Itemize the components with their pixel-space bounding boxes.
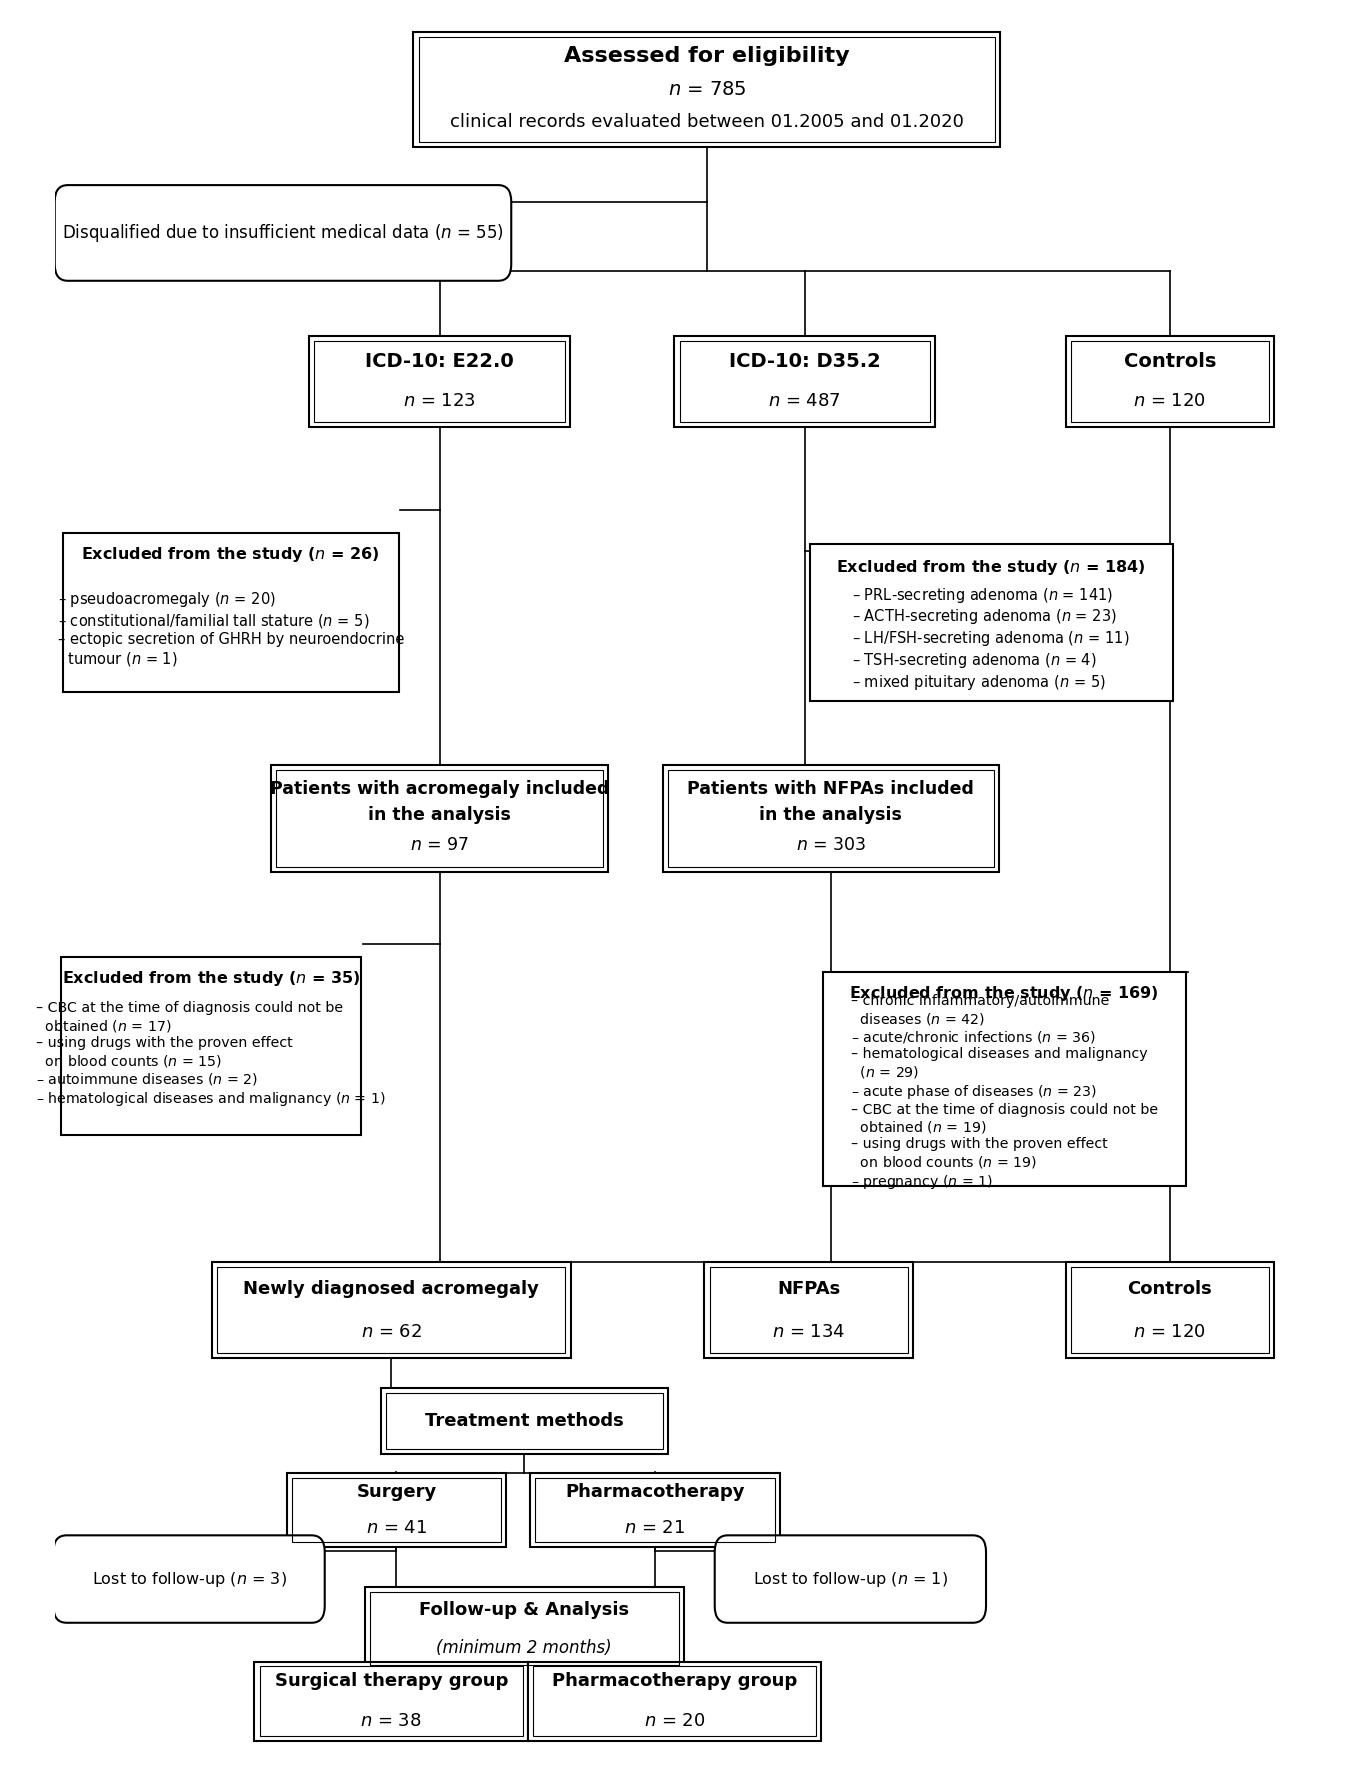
Text: – chronic inflammatory/autoimmune
  diseases ($n$ = 42)
– acute/chronic infectio: – chronic inflammatory/autoimmune diseas… (851, 994, 1158, 1190)
Text: NFPAs: NFPAs (777, 1279, 840, 1297)
Text: $n$ = 97: $n$ = 97 (410, 836, 469, 854)
Text: Excluded from the study ($n$ = 169): Excluded from the study ($n$ = 169) (850, 984, 1160, 1003)
FancyBboxPatch shape (414, 32, 1000, 148)
FancyBboxPatch shape (527, 1662, 821, 1740)
FancyBboxPatch shape (212, 1263, 571, 1357)
Text: Patients with acromegaly included: Patients with acromegaly included (270, 779, 609, 797)
Text: $n$ = 62: $n$ = 62 (361, 1322, 422, 1341)
FancyBboxPatch shape (810, 544, 1172, 701)
Text: $n$ = 303: $n$ = 303 (795, 836, 866, 854)
Text: Pharmacotherapy group: Pharmacotherapy group (552, 1672, 796, 1690)
FancyBboxPatch shape (309, 336, 570, 427)
Text: (minimum 2 months): (minimum 2 months) (437, 1638, 612, 1658)
Text: Excluded from the study ($n$ = 26): Excluded from the study ($n$ = 26) (82, 544, 380, 564)
Text: Lost to follow-up ($n$ = 1): Lost to follow-up ($n$ = 1) (753, 1569, 948, 1589)
Text: – CBC at the time of diagnosis could not be
  obtained ($n$ = 17)
– using drugs : – CBC at the time of diagnosis could not… (37, 1002, 387, 1108)
FancyBboxPatch shape (287, 1473, 505, 1548)
Text: $n$ = 41: $n$ = 41 (366, 1519, 428, 1537)
Text: Treatment methods: Treatment methods (425, 1413, 624, 1430)
Text: $n$ = 120: $n$ = 120 (1134, 391, 1206, 411)
Text: $n$ = 123: $n$ = 123 (403, 391, 475, 411)
Text: Disqualified due to insufficient medical data ($n$ = 55): Disqualified due to insufficient medical… (61, 222, 504, 244)
Text: $n$ = 20: $n$ = 20 (643, 1711, 705, 1729)
FancyBboxPatch shape (53, 1535, 325, 1622)
Text: $n$ = 487: $n$ = 487 (768, 391, 841, 411)
Text: Assessed for eligibility: Assessed for eligibility (564, 46, 850, 66)
FancyBboxPatch shape (822, 971, 1186, 1187)
Text: Controls: Controls (1127, 1279, 1212, 1297)
Text: $n$ = 134: $n$ = 134 (772, 1322, 846, 1341)
Text: in the analysis: in the analysis (759, 806, 902, 824)
Text: $n$ = 785: $n$ = 785 (668, 80, 746, 100)
FancyBboxPatch shape (705, 1263, 912, 1357)
Text: Patients with NFPAs included: Patients with NFPAs included (687, 779, 974, 797)
FancyBboxPatch shape (1065, 336, 1274, 427)
Text: Pharmacotherapy: Pharmacotherapy (566, 1482, 744, 1501)
FancyBboxPatch shape (1065, 1263, 1274, 1357)
FancyBboxPatch shape (63, 534, 399, 692)
FancyBboxPatch shape (381, 1388, 668, 1453)
Text: $n$ = 38: $n$ = 38 (361, 1711, 422, 1729)
Text: ICD-10: D35.2: ICD-10: D35.2 (729, 352, 881, 372)
Text: Follow-up & Analysis: Follow-up & Analysis (419, 1601, 630, 1619)
FancyBboxPatch shape (272, 765, 608, 872)
Text: Newly diagnosed acromegaly: Newly diagnosed acromegaly (243, 1279, 540, 1297)
FancyBboxPatch shape (61, 957, 361, 1135)
Text: clinical records evaluated between 01.2005 and 01.2020: clinical records evaluated between 01.20… (449, 114, 964, 132)
Text: – pseudoacromegaly ($n$ = 20)
– constitutional/familial tall stature ($n$ = 5)
–: – pseudoacromegaly ($n$ = 20) – constitu… (57, 591, 404, 667)
Text: Excluded from the study ($n$ = 184): Excluded from the study ($n$ = 184) (836, 559, 1146, 578)
Text: – PRL-secreting adenoma ($n$ = 141)
– ACTH-secreting adenoma ($n$ = 23)
– LH/FSH: – PRL-secreting adenoma ($n$ = 141) – AC… (852, 585, 1130, 692)
Text: Surgical therapy group: Surgical therapy group (275, 1672, 508, 1690)
Text: in the analysis: in the analysis (367, 806, 511, 824)
Text: Lost to follow-up ($n$ = 3): Lost to follow-up ($n$ = 3) (92, 1569, 287, 1589)
Text: $n$ = 120: $n$ = 120 (1134, 1322, 1206, 1341)
Text: ICD-10: E22.0: ICD-10: E22.0 (365, 352, 514, 372)
Text: Surgery: Surgery (357, 1482, 437, 1501)
FancyBboxPatch shape (365, 1587, 684, 1670)
FancyBboxPatch shape (714, 1535, 986, 1622)
Text: $n$ = 21: $n$ = 21 (624, 1519, 686, 1537)
FancyBboxPatch shape (530, 1473, 780, 1548)
FancyBboxPatch shape (675, 336, 936, 427)
FancyBboxPatch shape (254, 1662, 529, 1740)
FancyBboxPatch shape (663, 765, 999, 872)
FancyBboxPatch shape (55, 185, 511, 281)
Text: Controls: Controls (1124, 352, 1216, 372)
Text: Excluded from the study ($n$ = 35): Excluded from the study ($n$ = 35) (61, 970, 361, 987)
